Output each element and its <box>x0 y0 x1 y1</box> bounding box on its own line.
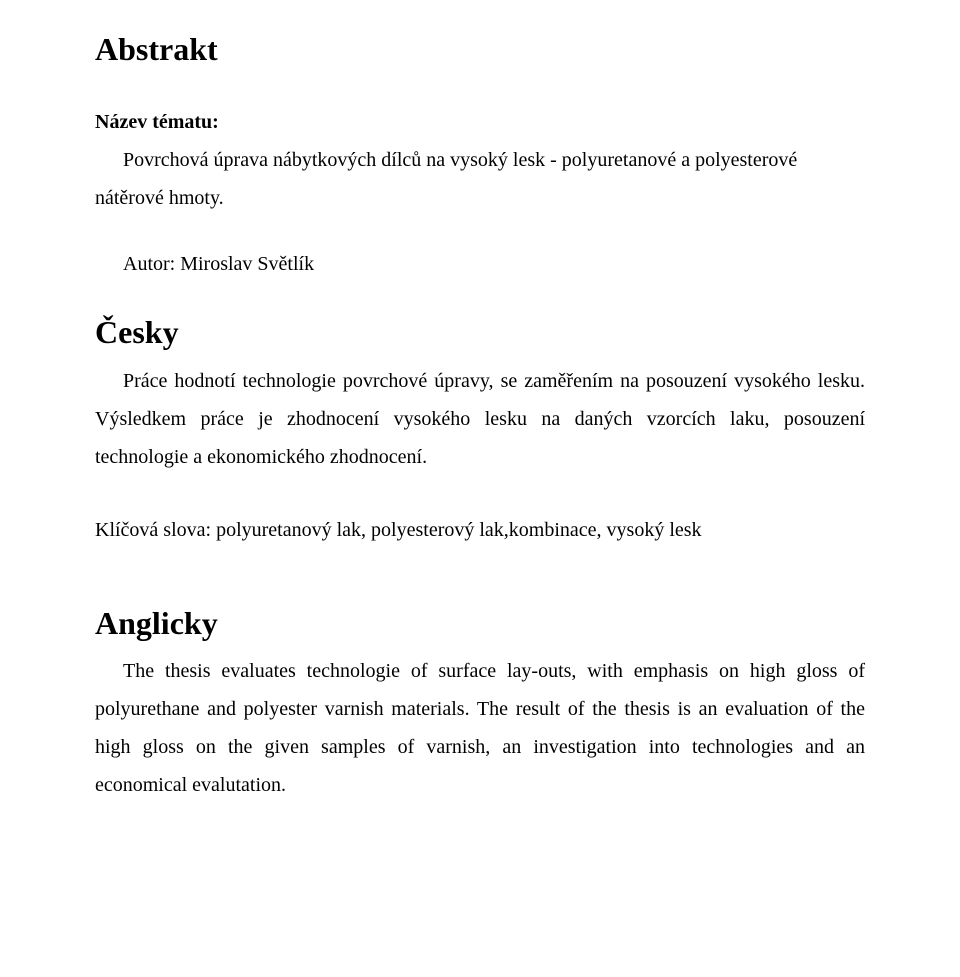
english-paragraph: The thesis evaluates technologie of surf… <box>95 652 865 804</box>
document-page: Abstrakt Název tématu: Povrchová úprava … <box>0 0 960 977</box>
english-heading: Anglicky <box>95 604 865 642</box>
topic-block: Název tématu: Povrchová úprava nábytkový… <box>95 103 865 217</box>
czech-paragraph: Práce hodnotí technologie povrchové úpra… <box>95 362 865 476</box>
author-line: Autor: Miroslav Světlík <box>95 245 865 283</box>
topic-text-line-2: nátěrové hmoty. <box>95 179 865 217</box>
author-label: Autor: <box>123 253 175 275</box>
topic-label: Název tématu: <box>95 103 865 141</box>
author-name: Miroslav Světlík <box>180 253 314 275</box>
abstract-heading: Abstrakt <box>95 30 865 68</box>
czech-heading: Česky <box>95 313 865 351</box>
topic-text-line-1: Povrchová úprava nábytkových dílců na vy… <box>95 141 865 179</box>
czech-keywords: Klíčová slova: polyuretanový lak, polyes… <box>95 511 865 549</box>
